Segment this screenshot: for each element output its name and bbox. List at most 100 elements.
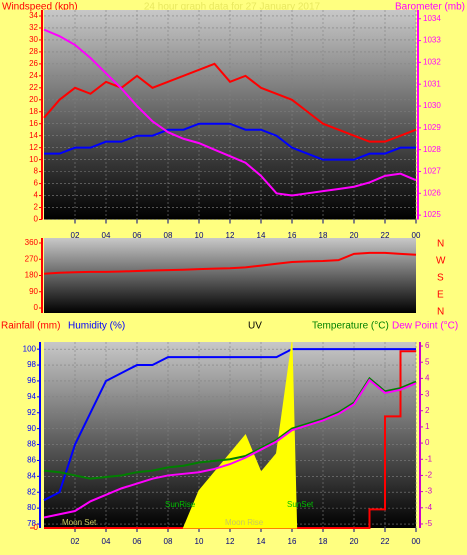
series-label: Temperature (°C) [312,321,389,332]
annotation: Moon Set [62,518,97,527]
series-line [43,28,417,197]
annotation: SunRise [165,500,196,509]
y-tick-label: 28 [29,47,38,56]
direction-label: S [437,273,444,284]
x-tick-label: 02 [71,231,80,240]
y-tick-label: 92 [27,408,36,417]
x-tick-label: 10 [195,537,204,546]
y-tick-label: 8 [34,167,39,176]
y-tick-label: 32 [29,23,38,32]
y-tick-label: 18 [29,107,38,116]
y2-tick-label: -4 [425,503,433,512]
direction-label: E [437,290,444,301]
y-axis-title: Windspeed (kph) [2,2,78,13]
x-tick-label: 22 [381,537,390,546]
y-tick-label: 98 [27,360,36,369]
x-tick-label: 16 [288,537,297,546]
series-label: Dew Point (°C) [392,321,458,332]
y2-tick-label: 0 [425,438,430,447]
y2-tick-label: -5 [425,519,433,528]
x-tick-label: 18 [319,231,328,240]
direction-label: W [436,256,446,267]
x-tick-label: 18 [319,537,328,546]
series-line [43,378,417,519]
x-tick-label: 12 [226,537,235,546]
x-tick-label: 20 [350,231,359,240]
x-tick-label: 04 [102,537,111,546]
y2-tick-label: 3 [425,390,430,399]
y-tick-label: 90 [27,424,36,433]
direction-label: N [437,239,444,250]
y-tick-label: 34 [29,11,38,20]
x-tick-label: 10 [195,231,204,240]
x-tick-label: 04 [102,231,111,240]
y2-tick-label: 1032 [423,57,441,66]
y-tick-label: 26 [29,59,38,68]
y2-tick-label: -2 [425,471,433,480]
y-tick-label: 180 [25,271,39,280]
x-tick-label: 22 [381,231,390,240]
y-tick-label: 86 [27,456,36,465]
y2-tick-label: 5 [425,357,430,366]
y-tick-label: 82 [27,487,36,496]
x-tick-label: 08 [164,231,173,240]
x-tick-label: 20 [350,537,359,546]
y2-tick-label: 6 [425,341,430,350]
y-tick-label: 360 [25,238,39,247]
y2-tick-label: -1 [425,454,433,463]
y2-axis-title: Barometer (mb) [395,2,465,13]
series-line [43,251,417,275]
x-tick-label: 14 [257,231,266,240]
y2-tick-label: 4 [425,374,430,383]
x-tick-label: 00 [412,231,421,240]
y-tick-label: 84 [27,471,36,480]
y-tick-label: 16 [29,119,38,128]
y2-tick-label: 1031 [423,79,441,88]
y2-tick-label: 1028 [423,145,441,154]
y-tick-label: 20 [29,95,38,104]
y2-tick-label: 1027 [423,167,441,176]
y-tick-label: 90 [29,287,38,296]
plots: 0246810121416182022242628303234102510261… [23,10,441,546]
y2-tick-label: 1030 [423,101,441,110]
y2-tick-label: 1034 [423,14,441,23]
chart-title: 24 hour graph data for 27 January 2017 [144,2,321,13]
y2-tick-label: -3 [425,487,433,496]
plot-area [44,238,416,313]
x-tick-label: 16 [288,231,297,240]
series-line [43,62,417,143]
x-tick-label: 06 [133,231,142,240]
y-tick-label: 22 [29,83,38,92]
y2-tick-label: 1025 [423,210,441,219]
y-tick-label: 78 [27,519,36,528]
series-label: Rainfall (mm) [1,321,60,332]
x-tick-label: 00 [412,537,421,546]
y3-tick-label: 0 [34,523,39,532]
y2-tick-label: 1026 [423,188,441,197]
series-line [43,348,416,502]
annotation: SunSet [287,500,314,509]
y-tick-label: 96 [27,376,36,385]
direction-label: N [437,307,444,318]
y-tick-label: 270 [25,254,39,263]
y-tick-label: 12 [29,143,38,152]
y2-tick-label: 1033 [423,36,441,45]
y-tick-label: 94 [27,392,36,401]
y-tick-label: 88 [27,440,36,449]
y2-tick-label: 1029 [423,123,441,132]
series-line [44,122,416,161]
y-tick-label: 2 [34,203,39,212]
series-label: UV [248,321,262,332]
y2-tick-label: 1 [425,422,430,431]
y-tick-label: 14 [29,131,38,140]
y-tick-label: 4 [34,191,39,200]
y-tick-label: 80 [27,503,36,512]
x-tick-label: 02 [71,537,80,546]
y-tick-label: 0 [34,215,39,224]
y-tick-label: 0 [34,303,39,312]
y-tick-label: 100 [23,344,37,353]
x-tick-label: 14 [257,537,266,546]
y-tick-label: 24 [29,71,38,80]
series-label: Humidity (%) [68,321,125,332]
y-tick-label: 10 [29,155,38,164]
